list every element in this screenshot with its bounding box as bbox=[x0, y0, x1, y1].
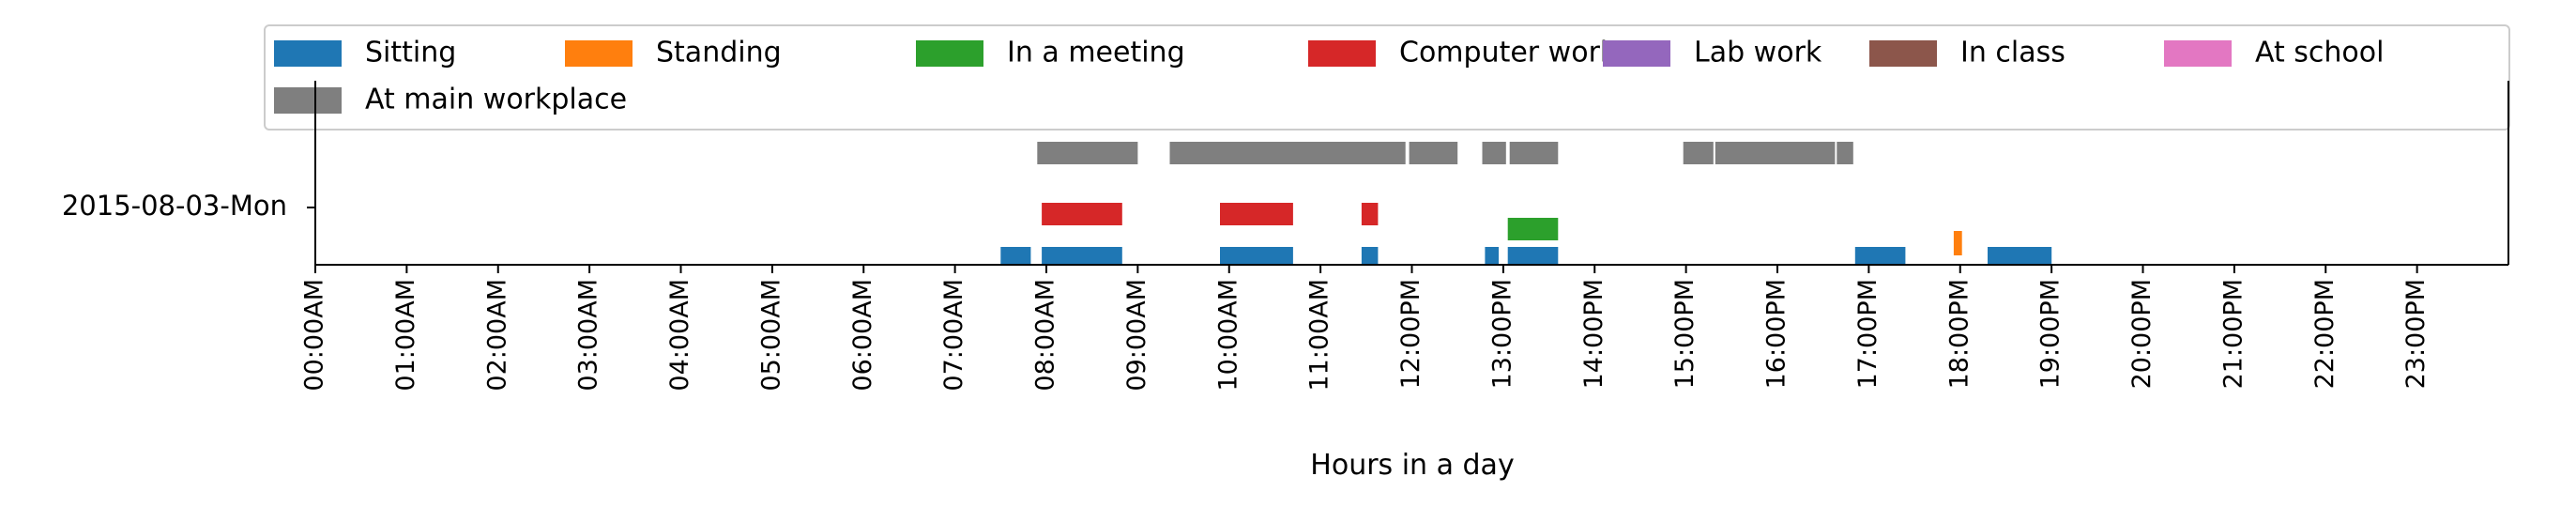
x-tick-label: 08:00AM bbox=[1031, 279, 1060, 392]
x-tick-label: 21:00PM bbox=[2218, 279, 2248, 389]
legend-swatch-in-a-meeting bbox=[916, 40, 983, 67]
x-tick-label: 19:00PM bbox=[2036, 279, 2065, 389]
legend-swatch-in-class bbox=[1869, 40, 1937, 67]
legend-swatch-sitting bbox=[274, 40, 342, 67]
bar-computer-work bbox=[1361, 203, 1379, 225]
x-tick-label: 17:00PM bbox=[1853, 279, 1882, 389]
bar-sitting bbox=[1361, 247, 1379, 264]
x-tick-label: 16:00PM bbox=[1762, 279, 1791, 389]
x-tick-label: 09:00AM bbox=[1122, 279, 1151, 392]
x-tick-label: 15:00PM bbox=[1670, 279, 1700, 389]
legend-label-at-school: At school bbox=[2255, 37, 2384, 69]
x-tick-label: 20:00PM bbox=[2127, 279, 2157, 389]
bar-computer-work bbox=[1042, 203, 1122, 225]
legend-label-at-main-workplace: At main workplace bbox=[365, 84, 627, 116]
bar-sitting bbox=[1220, 247, 1293, 264]
legend-swatch-at-main-workplace bbox=[274, 87, 342, 114]
legend-label-lab-work: Lab work bbox=[1694, 37, 1822, 69]
bar-computer-work bbox=[1220, 203, 1293, 225]
x-tick-label: 14:00PM bbox=[1579, 279, 1608, 389]
legend-swatch-computer-work bbox=[1308, 40, 1376, 67]
x-tick-label: 12:00PM bbox=[1396, 279, 1425, 389]
bar-standing bbox=[1953, 231, 1962, 255]
x-tick-label: 23:00PM bbox=[2401, 279, 2431, 389]
x-tick-label: 03:00AM bbox=[574, 279, 603, 392]
x-axis: 00:00AM 01:00AM 02:00AM 03:00AM 04:00AM 05:00… bbox=[300, 265, 2431, 392]
bar-sitting bbox=[1042, 247, 1122, 264]
bar-at-main-workplace bbox=[1509, 142, 1559, 164]
x-tick-label: 02:00AM bbox=[482, 279, 511, 392]
bar-sitting bbox=[1000, 247, 1031, 264]
x-tick-label: 22:00PM bbox=[2310, 279, 2340, 389]
bar-at-main-workplace bbox=[1837, 142, 1853, 164]
legend-label-computer-work: Computer work bbox=[1399, 37, 1617, 69]
legend-swatch-lab-work bbox=[1603, 40, 1670, 67]
legend: Sitting Standing In a meeting Computer work… bbox=[264, 24, 2510, 131]
bar-sitting bbox=[1507, 247, 1559, 264]
bar-sitting bbox=[1485, 247, 1499, 264]
bar-at-main-workplace bbox=[1683, 142, 1714, 164]
legend-frame bbox=[264, 24, 2510, 131]
legend-swatch-at-school bbox=[2164, 40, 2232, 67]
x-axis-label: Hours in a day bbox=[1310, 449, 1514, 482]
bar-at-main-workplace bbox=[1482, 142, 1506, 164]
legend-label-in-class: In class bbox=[1960, 37, 2065, 69]
x-tick-label: 05:00AM bbox=[756, 279, 785, 392]
bar-at-main-workplace bbox=[1715, 142, 1836, 164]
x-tick-label: 11:00AM bbox=[1305, 279, 1334, 392]
y-axis: 2015-08-03-Mon bbox=[62, 190, 315, 222]
legend-label-standing: Standing bbox=[656, 37, 782, 69]
bar-at-main-workplace bbox=[1037, 142, 1138, 164]
x-tick-label: 07:00AM bbox=[939, 279, 968, 392]
bar-at-main-workplace bbox=[1409, 142, 1458, 164]
bar-in-a-meeting bbox=[1507, 218, 1559, 240]
x-tick-label: 00:00AM bbox=[300, 279, 329, 392]
x-tick-label: 01:00AM bbox=[391, 279, 420, 392]
x-tick-label: 13:00PM bbox=[1487, 279, 1517, 389]
legend-label-in-a-meeting: In a meeting bbox=[1007, 37, 1185, 69]
legend-label-sitting: Sitting bbox=[365, 37, 456, 69]
x-tick-label: 04:00AM bbox=[665, 279, 694, 392]
y-tick-label: 2015-08-03-Mon bbox=[62, 190, 287, 222]
x-tick-label: 06:00AM bbox=[848, 279, 877, 392]
x-tick-label: 10:00AM bbox=[1213, 279, 1242, 392]
bar-sitting bbox=[1854, 247, 1906, 264]
x-tick-label: 18:00PM bbox=[1944, 279, 1974, 389]
bar-at-main-workplace bbox=[1169, 142, 1406, 164]
bar-sitting bbox=[1988, 247, 2052, 264]
legend-swatch-standing bbox=[565, 40, 633, 67]
